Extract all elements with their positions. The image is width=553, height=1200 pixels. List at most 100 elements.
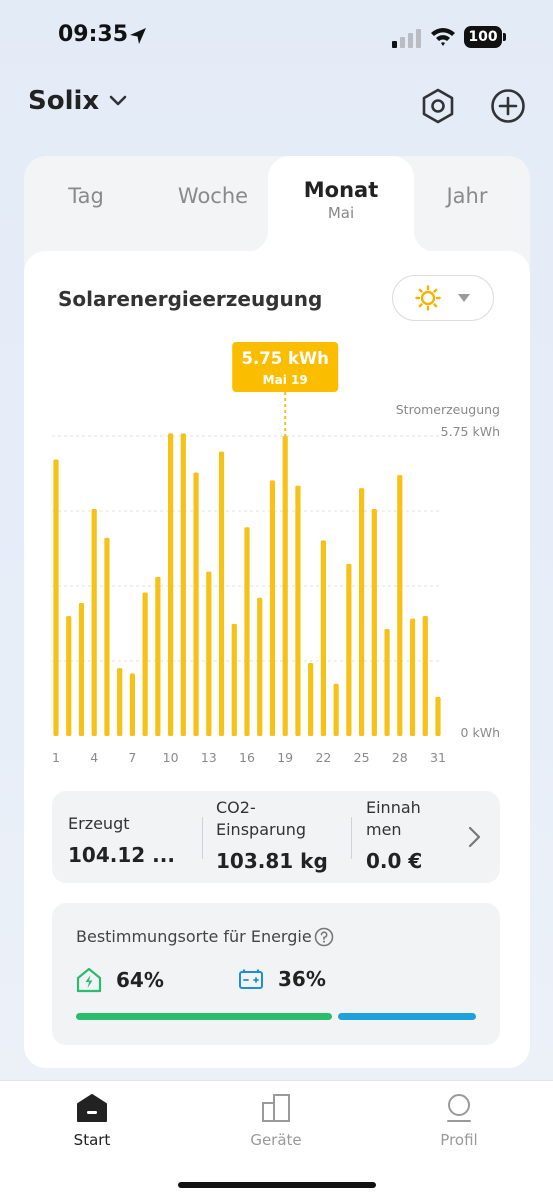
x-tick-label: 1: [52, 750, 60, 765]
bar-day-27[interactable]: [384, 629, 390, 736]
x-tick-label: 28: [392, 750, 408, 765]
bar-day-8[interactable]: [142, 592, 148, 736]
bar-day-14[interactable]: [218, 451, 225, 736]
panel-title: Solarenergieerzeugung: [58, 287, 323, 311]
bar-day-19[interactable]: [282, 436, 288, 736]
chart-panel: Solarenergieerzeugung 1 4 7 10 13 16 19 22 25 28 3…: [24, 251, 530, 1068]
stat-income: Einnah men 0.0 €: [352, 791, 462, 883]
chart-tooltip: 5.75 kWh Mai 19: [232, 342, 339, 436]
bar-day-5[interactable]: [104, 537, 110, 736]
x-tick-label: 31: [430, 750, 446, 765]
stat-generated: Erzeugt 104.12 ...: [52, 791, 202, 883]
bar-day-4[interactable]: [91, 509, 97, 736]
home-energy-icon: [76, 967, 102, 993]
status-bar: 09:35 100: [0, 0, 553, 78]
battery-storage-icon: [239, 969, 263, 989]
x-tick-label: 25: [354, 750, 370, 765]
nav-profile-label: Profil: [440, 1131, 478, 1149]
caret-down-icon: [458, 294, 470, 302]
chart-x-ticks: 1 4 7 10 13 16 19 22 25 28 31: [52, 750, 446, 765]
stat-co2-value: 103.81 kg: [216, 849, 328, 873]
period-tabs: Tag Woche Monat Mai Jahr: [24, 156, 530, 252]
bar-day-31[interactable]: [435, 696, 441, 736]
status-time: 09:35: [58, 22, 129, 47]
bottom-navigation: Start Geräte Profil: [0, 1080, 553, 1200]
tab-month[interactable]: Monat Mai: [268, 178, 414, 222]
bar-day-2[interactable]: [66, 616, 72, 736]
x-tick-label: 4: [90, 750, 98, 765]
bar-day-6[interactable]: [117, 668, 123, 736]
bar-day-3[interactable]: [78, 602, 85, 736]
profile-icon: [447, 1094, 471, 1122]
tooltip-value: 5.75 kWh: [242, 349, 329, 368]
tab-week[interactable]: Woche: [177, 184, 249, 208]
battery-level: 100: [464, 26, 502, 48]
bar-day-7[interactable]: [129, 673, 135, 736]
bar-day-24[interactable]: [346, 563, 352, 736]
destination-home: 64%: [76, 967, 164, 993]
bar-day-16[interactable]: [244, 527, 250, 736]
chevron-right-icon[interactable]: [464, 825, 484, 849]
bar-day-11[interactable]: [180, 433, 186, 736]
tooltip-date: Mai 19: [263, 373, 308, 387]
destination-battery: 36%: [238, 967, 326, 991]
chart-y-bottom-label: 0 kWh: [461, 725, 500, 740]
bar-day-15[interactable]: [231, 623, 237, 736]
x-tick-label: 16: [239, 750, 255, 765]
add-device-button[interactable]: [488, 86, 528, 126]
nav-start[interactable]: Start: [37, 1093, 147, 1149]
location-arrow-icon: [130, 28, 146, 44]
weather-dropdown[interactable]: [392, 275, 494, 321]
help-icon[interactable]: [314, 927, 334, 947]
bar-day-12[interactable]: [193, 472, 199, 736]
bar-day-25[interactable]: [359, 488, 365, 736]
bar-day-9[interactable]: [155, 576, 161, 736]
chart-y-top-label: 5.75 kWh: [441, 424, 500, 439]
site-selector[interactable]: Solix: [28, 86, 127, 116]
battery-share-bar: [338, 1013, 476, 1020]
home-percent: 64%: [116, 968, 164, 992]
nav-devices[interactable]: Geräte: [221, 1093, 331, 1149]
home-icon: [77, 1094, 107, 1122]
nav-profile[interactable]: Profil: [404, 1093, 514, 1149]
tab-day[interactable]: Tag: [68, 184, 104, 208]
stat-income-label-2: men: [366, 820, 402, 839]
bar-day-13[interactable]: [206, 571, 212, 736]
bar-day-26[interactable]: [371, 509, 377, 736]
bar-day-22[interactable]: [320, 540, 326, 736]
bar-day-30[interactable]: [422, 616, 428, 736]
stat-divider: [351, 817, 352, 859]
bar-day-1[interactable]: [53, 459, 59, 736]
bar-day-17[interactable]: [257, 597, 263, 736]
stat-co2: CO2- Einsparung 103.81 kg: [202, 791, 352, 883]
bar-day-28[interactable]: [397, 475, 403, 736]
bar-day-29[interactable]: [409, 618, 416, 736]
bar-day-23[interactable]: [333, 683, 339, 736]
tab-active-background: [246, 156, 436, 252]
energy-card: Tag Woche Monat Mai Jahr Solarenergieerz…: [24, 156, 530, 1068]
x-tick-label: 22: [315, 750, 331, 765]
bar-day-18[interactable]: [269, 480, 276, 736]
destination-title: Bestimmungsorte für Energie: [76, 927, 312, 946]
devices-icon: [262, 1094, 290, 1122]
tooltip-box: [232, 342, 339, 392]
bar-day-20[interactable]: [295, 485, 301, 736]
battery-icon: 100: [464, 26, 506, 48]
energy-destination: Bestimmungsorte für Energie 64%: [52, 903, 500, 1045]
stat-generated-label: Erzeugt: [68, 814, 130, 833]
tab-year[interactable]: Jahr: [446, 184, 488, 208]
sun-icon: [415, 285, 441, 311]
solar-bar-chart[interactable]: 1 4 7 10 13 16 19 22 25 28 31 Stromerzeugung 5.75 …: [24, 341, 530, 771]
stat-income-label-1: Einnah: [366, 798, 421, 817]
bar-day-21[interactable]: [308, 662, 314, 736]
cellular-signal-icon: [392, 29, 421, 48]
settings-button[interactable]: [418, 86, 458, 126]
x-tick-label: 7: [128, 750, 136, 765]
home-indicator: [178, 1182, 376, 1188]
tab-month-sub: Mai: [327, 204, 355, 222]
bar-day-10[interactable]: [168, 433, 174, 736]
x-tick-label: 19: [277, 750, 293, 765]
stats-summary[interactable]: Erzeugt 104.12 ... CO2- Einsparung 103.8…: [52, 791, 500, 883]
stat-co2-label-1: CO2-: [216, 798, 256, 817]
chevron-down-icon: [109, 95, 127, 106]
